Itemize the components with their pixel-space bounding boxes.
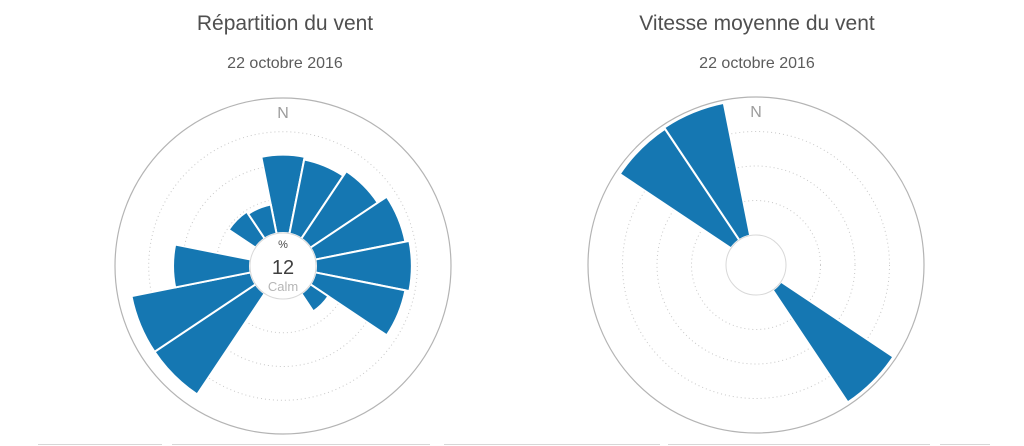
bottom-rule-segment: [940, 444, 990, 445]
polar-gridline: [148, 131, 418, 401]
wind-speed-title: Vitesse moyenne du vent: [639, 12, 875, 35]
polar-gridline: [622, 131, 890, 399]
wind-distribution-subtitle: 22 octobre 2016: [227, 55, 343, 72]
center-value-label: 12: [272, 257, 294, 279]
polar-gridline: [656, 165, 856, 365]
bottom-rule-segment: [444, 444, 660, 445]
wind-speed-rose: N: [587, 96, 925, 434]
bottom-rule-segment: [172, 444, 430, 445]
wind-speed-subtitle: 22 octobre 2016: [699, 55, 815, 72]
wind-distribution-title: Répartition du vent: [196, 12, 374, 35]
bottom-rule-segment: [668, 444, 930, 445]
center-unit-label: %: [278, 239, 288, 251]
center-calm-label: Calm: [268, 279, 298, 294]
polar-gridline: [691, 200, 821, 330]
center-hole: [725, 234, 787, 296]
north-label: N: [277, 105, 289, 122]
bottom-rule-segment: [38, 444, 162, 445]
north-label: N: [750, 104, 762, 121]
center-hole: [249, 232, 317, 300]
